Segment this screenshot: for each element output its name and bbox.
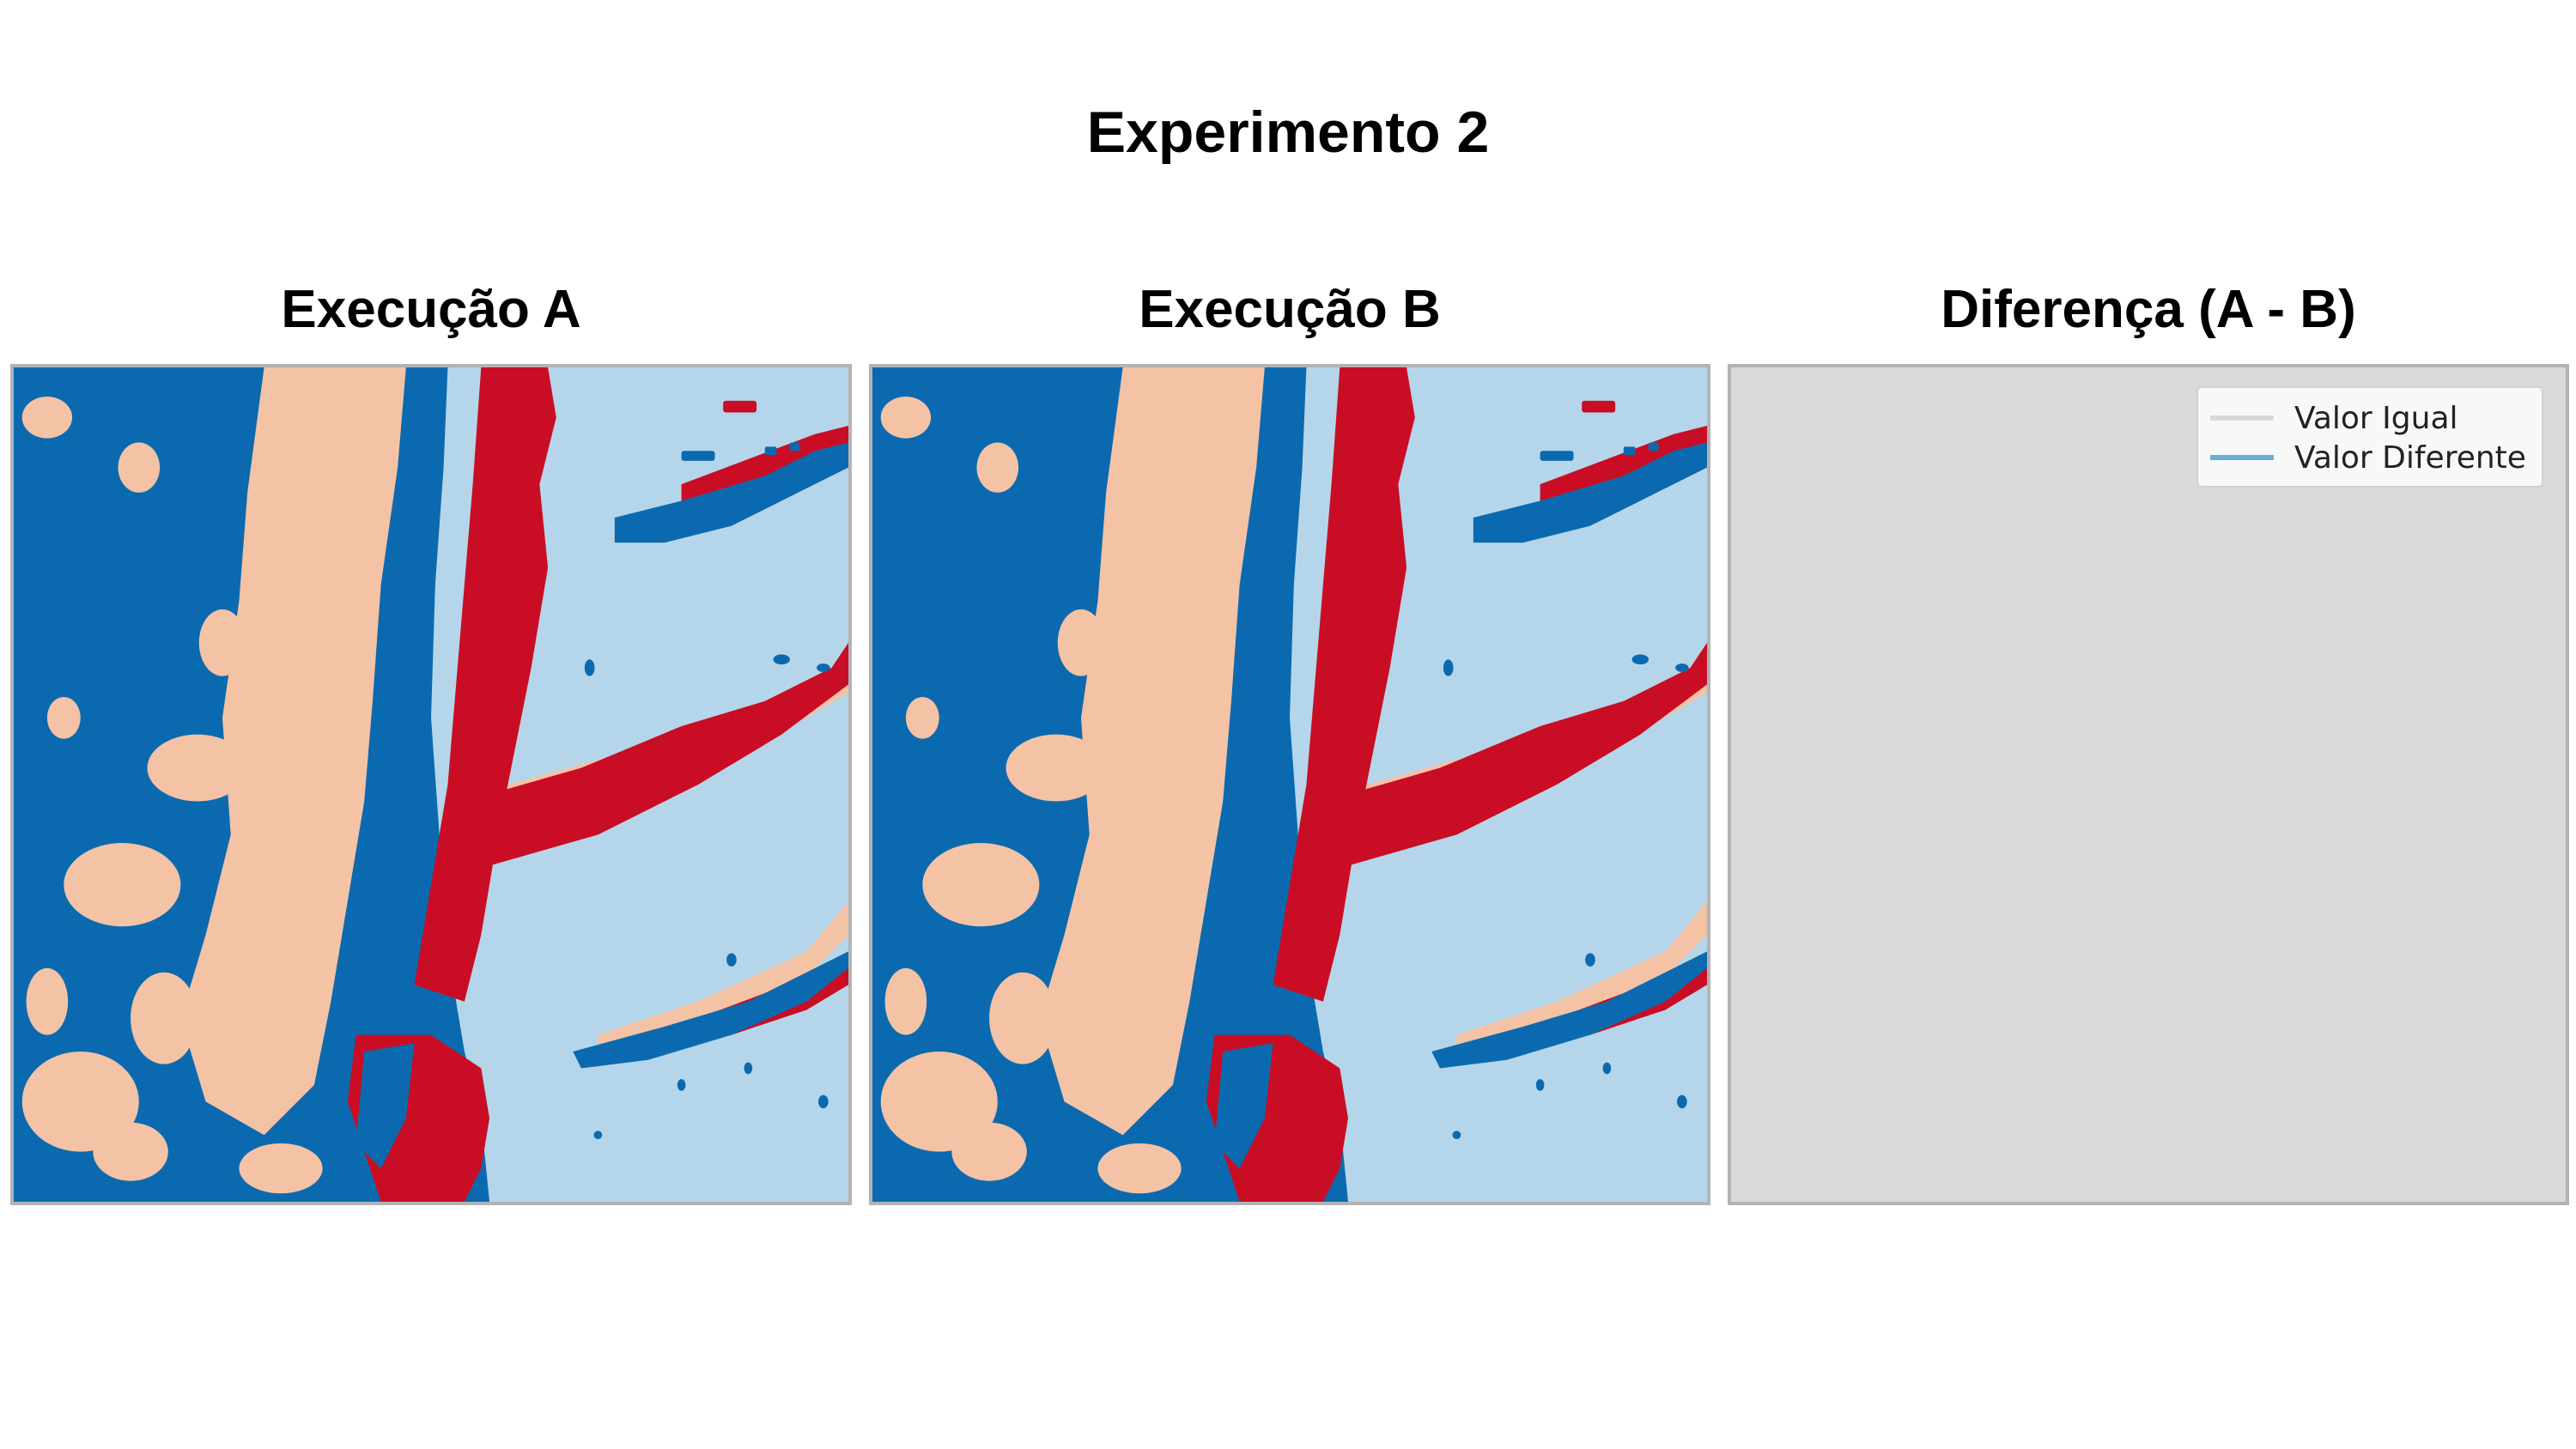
panel-a-title: Execução A xyxy=(281,280,581,339)
classification-map-a xyxy=(14,367,848,1202)
panel-b-title: Execução B xyxy=(1139,280,1441,339)
difference-panel: Valor Igual Valor Diferente xyxy=(1728,364,2569,1205)
map-panel-b xyxy=(869,364,1710,1205)
legend: Valor Igual Valor Diferente xyxy=(2196,386,2543,488)
legend-swatch-equal xyxy=(2210,415,2274,421)
legend-item-equal: Valor Igual xyxy=(2210,398,2530,438)
figure-title: Experimento 2 xyxy=(1086,100,1490,165)
panel-diff-title: Diferença (A - B) xyxy=(1941,280,2356,339)
legend-label-different: Valor Diferente xyxy=(2294,440,2526,476)
map-panel-a xyxy=(10,364,852,1205)
classification-map-b xyxy=(872,367,1707,1202)
legend-item-different: Valor Diferente xyxy=(2210,438,2530,477)
legend-swatch-different xyxy=(2210,455,2274,460)
legend-label-equal: Valor Igual xyxy=(2294,400,2458,436)
